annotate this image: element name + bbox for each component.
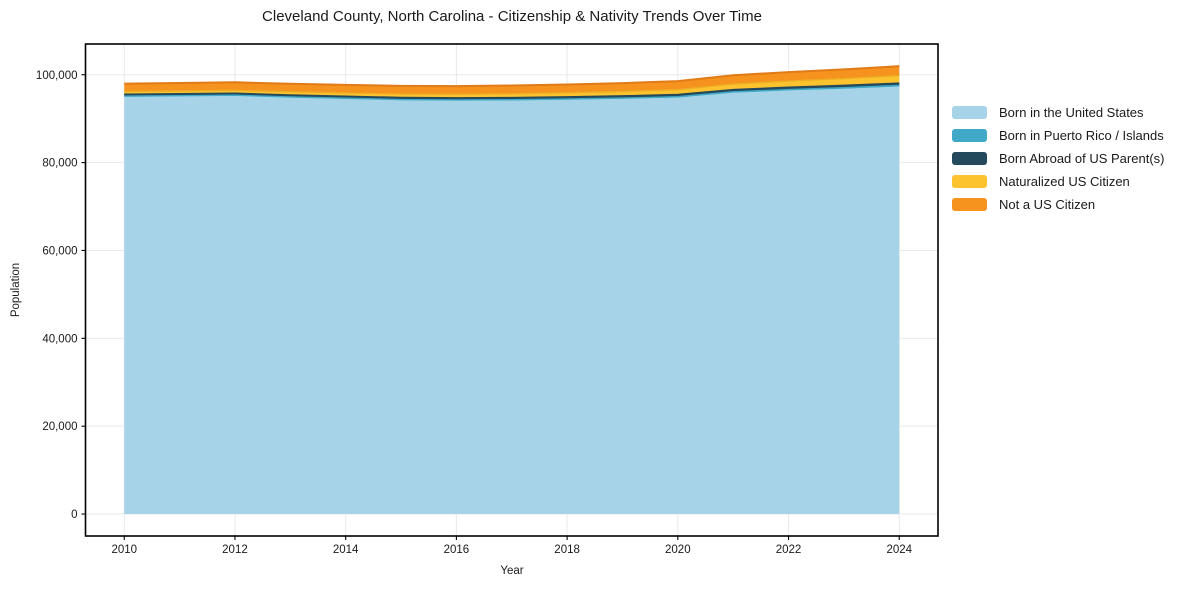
- x-tick-label: 2014: [333, 544, 359, 556]
- plot-border: [84, 43, 939, 537]
- legend-item-naturalized-us-citizen: Naturalized US Citizen: [952, 170, 1164, 193]
- legend-swatch: [952, 129, 987, 142]
- x-tick-label: 2022: [776, 544, 802, 556]
- chart-title: Cleveland County, North Carolina - Citiz…: [262, 8, 762, 25]
- x-axis-label: Year: [500, 565, 524, 577]
- legend-item-not-a-us-citizen: Not a US Citizen: [952, 193, 1164, 216]
- legend-label: Born Abroad of US Parent(s): [999, 151, 1165, 166]
- legend-item-born-in-the-united-states: Born in the United States: [952, 101, 1164, 124]
- area-naturalized-us-citizen: [124, 75, 900, 98]
- x-tick-label: 2020: [665, 544, 691, 556]
- y-tick-label: 80,000: [42, 158, 77, 170]
- legend-swatch: [952, 152, 987, 165]
- band-edge: [124, 84, 900, 101]
- y-tick-label: 100,000: [36, 70, 78, 82]
- band-edge: [124, 82, 900, 99]
- x-tick-label: 2010: [111, 544, 137, 556]
- legend-label: Not a US Citizen: [999, 197, 1096, 212]
- legend-swatch: [952, 198, 987, 211]
- x-tick-label: 2024: [886, 544, 912, 556]
- legend-swatch: [952, 106, 987, 119]
- legend-item-born-abroad-of-us-parent-s-: Born Abroad of US Parent(s): [952, 147, 1164, 170]
- x-tick-label: 2016: [444, 544, 470, 556]
- area-not-a-us-citizen: [124, 66, 900, 95]
- x-tick-label: 2018: [554, 544, 580, 556]
- legend-label: Born in the United States: [999, 105, 1144, 120]
- x-tick-label: 2012: [222, 544, 248, 556]
- legend-swatch: [952, 175, 987, 188]
- y-axis-label: Population: [10, 262, 22, 318]
- legend-item-born-in-puerto-rico-islands: Born in Puerto Rico / Islands: [952, 124, 1164, 147]
- y-tick-label: 40,000: [42, 333, 77, 345]
- legend: Born in the United States Born in Puerto …: [952, 101, 1164, 216]
- y-tick-label: 60,000: [42, 245, 77, 257]
- area-born-in-the-united-states: [124, 86, 900, 515]
- y-tick-label: 20,000: [42, 421, 77, 433]
- y-tick-label: 0: [71, 509, 77, 521]
- legend-label: Naturalized US Citizen: [999, 174, 1130, 189]
- band-edge: [124, 74, 900, 95]
- band-edge: [124, 65, 900, 88]
- legend-label: Born in Puerto Rico / Islands: [999, 128, 1164, 143]
